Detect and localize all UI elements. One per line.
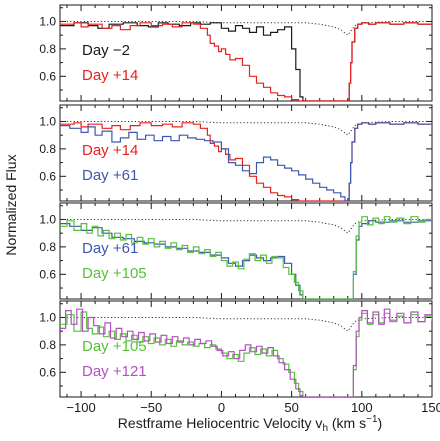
- y-tick-label: 0.8: [39, 142, 56, 156]
- y-tick-label: 1.0: [39, 310, 56, 324]
- telluric-reference-line: [60, 317, 432, 332]
- x-axis-label-unit: (km s: [328, 415, 366, 431]
- panel-frame: [59, 4, 433, 102]
- y-tick-label: 0.8: [39, 338, 56, 352]
- legend-entry: Day +14: [82, 67, 138, 84]
- legend-entry: Day +61: [82, 167, 138, 184]
- x-axis-label: Restframe Heliocentric Velocity vh (km s…: [118, 414, 382, 434]
- x-tick-label: −100: [66, 400, 95, 415]
- panel-frame: [59, 202, 433, 300]
- panel-frame: [59, 104, 433, 202]
- series-line: [60, 216, 432, 299]
- series-line: [60, 308, 432, 397]
- legend-entry: Day +105: [82, 338, 147, 355]
- legend-entry: Day +61: [82, 240, 138, 257]
- x-tick-label: 150: [421, 400, 440, 415]
- legend-entry: Day −2: [82, 42, 130, 59]
- panel-4: 0.6 0.8 1.0 Day +105 Day +121: [39, 300, 433, 398]
- y-tick-label: 0.6: [39, 267, 56, 281]
- series-line: [60, 122, 432, 201]
- series-line: [60, 22, 432, 101]
- x-axis-label-subscript: h: [322, 423, 328, 434]
- x-axis-label-unit-exponent: −1: [366, 414, 378, 425]
- y-tick-label: 1.0: [39, 14, 56, 28]
- y-tick-label: 0.6: [39, 69, 56, 83]
- x-tick-label: 50: [284, 400, 298, 415]
- series-line: [60, 311, 432, 397]
- y-tick-label: 1.0: [39, 212, 56, 226]
- y-tick-label: 1.0: [39, 114, 56, 128]
- series-line: [60, 122, 432, 201]
- y-tick-label: 0.8: [39, 42, 56, 56]
- panel-frame: [59, 300, 433, 398]
- legend-entry: Day +14: [82, 142, 138, 159]
- telluric-reference-line: [60, 121, 432, 136]
- series-line: [60, 220, 432, 299]
- x-tick-label: 100: [351, 400, 373, 415]
- legend-entry: Day +105: [82, 265, 147, 282]
- series-line: [60, 22, 432, 101]
- telluric-reference-line: [60, 21, 432, 36]
- x-tick-labels: −100 −50 0 50 100 150: [66, 400, 440, 415]
- y-tick-label: 0.6: [39, 365, 56, 379]
- y-tick-label: 0.8: [39, 240, 56, 254]
- legend-entry: Day +121: [82, 363, 147, 380]
- x-axis-label-unit-close: ): [378, 415, 383, 431]
- panel-1: 0.6 0.8 1.0 Day −2 Day +14: [39, 4, 433, 102]
- y-tick-label: 0.6: [39, 169, 56, 183]
- panel-2: 0.6 0.8 1.0 Day +14 Day +61: [39, 104, 433, 202]
- panels-layer: 0.6 0.8 1.0 Day −2 Day +14 0.6 0.8 1.0 Day +14 Da…: [39, 4, 433, 398]
- telluric-reference-line: [60, 219, 432, 234]
- y-axis-label: Normalized Flux: [3, 154, 19, 255]
- panel-3: 0.6 0.8 1.0 Day +61 Day +105: [39, 202, 433, 300]
- x-tick-label: 0: [218, 400, 225, 415]
- x-axis-label-main: Restframe Heliocentric Velocity v: [118, 415, 323, 431]
- x-tick-label: −50: [140, 400, 162, 415]
